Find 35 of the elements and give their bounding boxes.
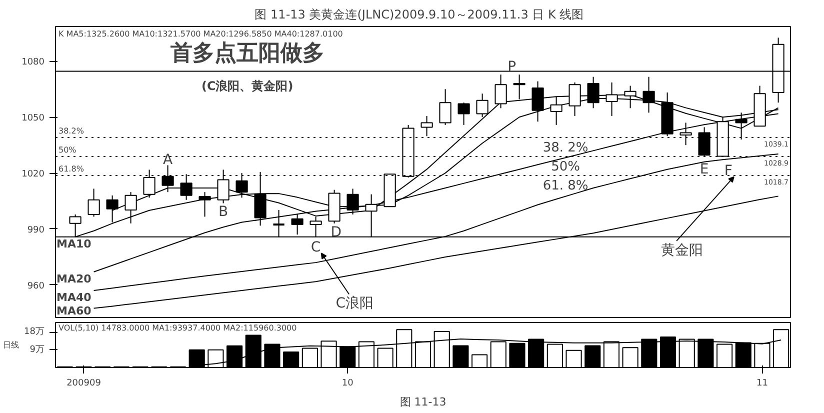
series-label: MA20 (56, 272, 92, 286)
x-tick-label: 200909 (66, 378, 102, 388)
annotation: 50% (551, 159, 580, 174)
chart-title: 图 11-13 美黄金连(JLNC)2009.9.10～2009.11.3 日 K 线图 (254, 8, 584, 22)
text: 日线 (3, 340, 20, 350)
annotation: E (700, 161, 709, 178)
series-label: MA60 (56, 304, 92, 318)
annotation: 首多点五阳做多 (169, 41, 324, 66)
legend-label: MA10 (56, 237, 92, 250)
annotation: B (218, 204, 228, 220)
annotation: 黄金阳 (661, 242, 704, 258)
x-tick-label: 10 (342, 378, 354, 388)
annotation: F (724, 163, 732, 180)
annotation: C浪阳 (336, 296, 374, 312)
y-tick-label: 1080 (22, 58, 45, 68)
annotation: D (330, 224, 342, 241)
annotation: 50% (58, 145, 77, 154)
y-tick-label: 990 (27, 226, 45, 236)
annotation: (C浪阳、黄金阳) (201, 78, 294, 93)
annotation: A (163, 152, 174, 168)
annotation: 38. 2% (542, 140, 588, 156)
annotation: 61.8% (58, 164, 84, 174)
annotation: C (310, 240, 321, 256)
caption: 图 11-13 (400, 396, 446, 408)
y-tick-label: 18万 (24, 327, 44, 338)
annotation: VOL(5,10) 14783.0000 MA1:93937.4000 MA2:115960.3000 (58, 324, 297, 332)
annotation: 61. 8% (542, 178, 588, 194)
y-tick-label: 9万 (30, 344, 45, 355)
x-tick-label: 11 (756, 378, 768, 388)
annotation: 38.2% (58, 126, 84, 136)
annotation: K MA5:1325.2600 MA10:1321.5700 MA20:1296.5850 MA40:1287.0100 (58, 30, 343, 38)
legend-label: MA40 (56, 291, 92, 304)
y-tick-label: 960 (27, 281, 45, 292)
y-tick-label: 1050 (22, 114, 45, 124)
y-tick-label: 1020 (22, 170, 45, 180)
